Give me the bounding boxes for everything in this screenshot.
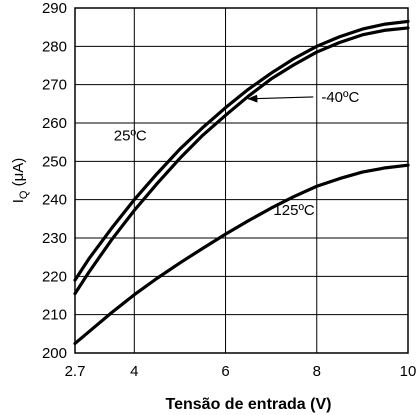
- x-tick-label: 10: [400, 363, 417, 380]
- y-tick-label: 210: [42, 307, 67, 324]
- series-annotation: 25ºC: [114, 127, 147, 144]
- series-annotation: 125ºC: [273, 202, 315, 219]
- annotations: 25ºC -40ºC 125ºC: [114, 89, 360, 219]
- grid: [75, 8, 408, 353]
- y-tick-label: 260: [42, 115, 67, 132]
- y-tick-label: 290: [42, 0, 67, 17]
- series-annotation: -40ºC: [321, 89, 359, 106]
- series-line: [73, 163, 410, 346]
- series-line: [73, 26, 410, 296]
- y-tick-label: 250: [42, 153, 67, 170]
- y-tick-label: 220: [42, 268, 67, 285]
- x-tick-label: 4: [130, 363, 138, 380]
- annotation-arrow: [247, 94, 314, 103]
- y-axis-label: IQ (μA): [10, 158, 30, 204]
- y-tick-labels: 200 210 220 230 240 250 260 270 280 290: [42, 0, 67, 362]
- y-axis-label-main: I: [10, 199, 27, 203]
- y-tick-label: 270: [42, 77, 67, 94]
- x-tick-label: 8: [313, 363, 321, 380]
- plot-frame: [74, 7, 409, 354]
- series-group: [73, 19, 410, 346]
- y-tick-label: 230: [42, 230, 67, 247]
- y-tick-label: 280: [42, 38, 67, 55]
- y-axis-label-sub: Q: [18, 190, 30, 199]
- x-axis-label: Tensão de entrada (V): [166, 396, 332, 413]
- x-tick-label: 6: [221, 363, 229, 380]
- y-tick-label: 240: [42, 192, 67, 209]
- series-line: [73, 19, 410, 282]
- y-tick-label: 200: [42, 345, 67, 362]
- y-axis-label-unit: (μA): [10, 158, 27, 191]
- x-tick-label: 2.7: [65, 363, 86, 380]
- x-tick-labels: 2.7 4 6 8 10: [65, 363, 417, 380]
